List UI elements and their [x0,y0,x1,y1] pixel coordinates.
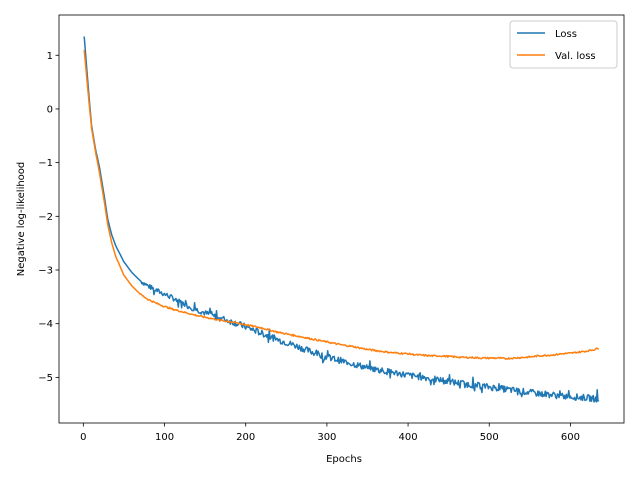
y-tick-label: 0 [47,104,53,115]
y-tick-label: −2 [38,212,53,223]
plot-frame [58,14,625,424]
y-tick-label: −4 [38,319,53,330]
series-line-val-loss [83,49,600,360]
y-tick-label: −3 [38,266,53,277]
y-axis-label: Negative log-likelihood [16,162,27,277]
y-tick-label: −5 [38,373,53,384]
x-tick-label: 600 [561,432,580,443]
x-tick-label: 200 [236,432,255,443]
legend: Loss Val. loss [509,20,618,69]
series-line-loss [83,36,600,403]
legend-label-loss: Loss [555,29,577,40]
y-tick-label: 1 [47,51,53,62]
axes-ticks: 0 100 200 300 400 500 600 1 0 −1 −2 −3 −4 −5 [38,51,580,443]
y-tick-label: −1 [38,158,53,169]
x-tick-label: 300 [317,432,336,443]
plot-area [83,36,600,403]
x-tick-label: 500 [480,432,499,443]
legend-label-val-loss: Val. loss [555,51,596,62]
x-tick-label: 0 [80,432,86,443]
x-axis-label: Epochs [326,454,362,465]
x-tick-label: 100 [155,432,174,443]
x-tick-label: 400 [399,432,418,443]
